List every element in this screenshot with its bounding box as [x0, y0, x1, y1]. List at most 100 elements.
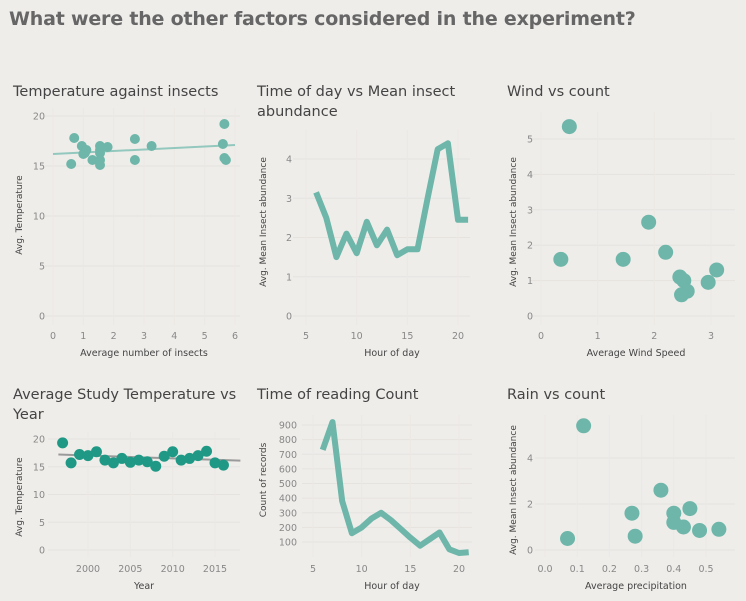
y-tick-label: 0 [286, 312, 292, 323]
data-point [107, 457, 119, 469]
x-tick-label: 15 [404, 564, 416, 575]
y-tick-label: 600 [279, 464, 297, 475]
y-tick-label: 2 [286, 233, 292, 244]
chart-temperature-year: 0 5 10 15 20 2000 2005 2010 2015 Year Avg. Tempera… [15, 432, 241, 592]
data-point [95, 148, 106, 158]
data-point [150, 460, 162, 472]
data-point [66, 159, 77, 169]
data-point [624, 505, 640, 521]
data-point [615, 251, 631, 267]
y-tick-label: 0 [527, 312, 533, 323]
data-point [69, 133, 80, 143]
y-tick-label: 2 [527, 241, 533, 252]
data-point [90, 446, 102, 458]
data-point [82, 450, 94, 462]
x-tick-label: 6 [232, 331, 238, 342]
x-tick-label: 0 [50, 331, 56, 342]
chart-temperature-insects: 0 5 10 15 20 0 1 2 3 4 5 6 Average number of insects… [15, 108, 240, 359]
y-tick-label: 10 [33, 490, 45, 501]
data-point [560, 531, 576, 546]
y-tick-label: 300 [279, 508, 297, 519]
x-tick-label: 0 [538, 331, 544, 342]
data-point [74, 449, 86, 461]
y-tick-label: 100 [279, 538, 297, 549]
x-tick-label: 4 [171, 331, 177, 342]
y-tick-label: 1 [527, 276, 533, 287]
x-axis-label: Hour of day [364, 581, 420, 592]
series-line [313, 140, 469, 261]
y-tick-label: 800 [279, 435, 297, 446]
chart-rain: 0 2 4 0.0 0.1 0.2 0.3 0.4 0.5 Average precipitati… [509, 415, 735, 592]
x-tick-label: 2015 [203, 564, 227, 575]
y-axis-label: Avg. Mean Insect abundance [259, 157, 269, 287]
y-tick-label: 200 [279, 523, 297, 534]
data-point [133, 454, 145, 466]
data-point [219, 119, 230, 129]
y-tick-label: 5 [39, 262, 45, 273]
data-point [158, 450, 170, 462]
data-point [124, 456, 136, 468]
chart-title-time-abundance: Time of day vs Mean insect abundance [257, 84, 456, 120]
y-tick-label: 20 [33, 435, 45, 446]
data-point [217, 139, 228, 149]
x-tick-label: 0.3 [634, 564, 649, 575]
data-point [102, 142, 113, 152]
x-tick-label: 5 [310, 564, 316, 575]
x-tick-label: 10 [356, 564, 368, 575]
y-tick-label: 15 [33, 462, 45, 473]
x-tick-label: 1 [80, 331, 86, 342]
y-axis-label: Count of records [259, 442, 269, 517]
x-tick-label: 0.4 [666, 564, 681, 575]
x-tick-label: 2 [651, 331, 657, 342]
y-tick-label: 500 [279, 479, 297, 490]
y-tick-label: 400 [279, 494, 297, 505]
x-tick-label: 5 [303, 331, 309, 342]
data-point [561, 119, 577, 135]
chart-reading-count: 100 200 300 400 500 600 700 800 900 5 10 15 20 Hour o… [259, 415, 472, 592]
data-point [682, 501, 698, 517]
chart-title-rain: Rain vs count [507, 387, 606, 403]
y-axis-label: Avg. Mean Insect abundance [509, 157, 519, 287]
x-axis-label: Average number of insects [80, 348, 208, 359]
series-line [319, 419, 469, 556]
y-tick-label: 15 [33, 162, 45, 173]
y-axis-label: Avg. Mean Insect abundance [509, 425, 519, 555]
y-tick-label: 4 [527, 454, 533, 465]
x-tick-label: 0.5 [698, 564, 713, 575]
data-point [217, 459, 229, 471]
data-point [653, 482, 669, 498]
y-tick-label: 5 [39, 518, 45, 529]
y-tick-label: 2 [527, 500, 533, 511]
y-tick-label: 4 [286, 155, 292, 166]
data-point [116, 452, 128, 464]
x-tick-label: 20 [452, 331, 464, 342]
data-point [87, 155, 98, 165]
data-point [658, 244, 674, 260]
y-tick-label: 700 [279, 450, 297, 461]
x-tick-label: 15 [401, 331, 413, 342]
data-point [141, 456, 153, 468]
data-point [201, 445, 213, 457]
x-axis-label: Hour of day [364, 348, 420, 359]
dashboard-title: What were the other factors considered i… [9, 8, 636, 30]
data-point [129, 155, 140, 165]
y-tick-label: 10 [33, 212, 45, 223]
data-point [675, 519, 691, 535]
data-point [95, 160, 106, 170]
y-tick-label: 4 [527, 170, 533, 181]
data-point [81, 145, 92, 155]
x-tick-label: 3 [141, 331, 147, 342]
x-tick-label: 1 [595, 331, 601, 342]
data-point [175, 454, 187, 466]
data-point [700, 274, 716, 290]
data-point [57, 437, 69, 449]
chart-wind: 0 1 2 3 4 5 0 1 2 3 Average Wind Speed Avg. Mean In… [509, 112, 735, 359]
data-point [692, 522, 708, 538]
x-tick-label: 0.1 [570, 564, 585, 575]
y-tick-label: 900 [279, 421, 297, 432]
x-axis-label: Average Wind Speed [587, 348, 686, 359]
x-tick-label: 5 [202, 331, 208, 342]
y-tick-label: 0 [39, 546, 45, 557]
y-tick-label: 3 [527, 205, 533, 216]
